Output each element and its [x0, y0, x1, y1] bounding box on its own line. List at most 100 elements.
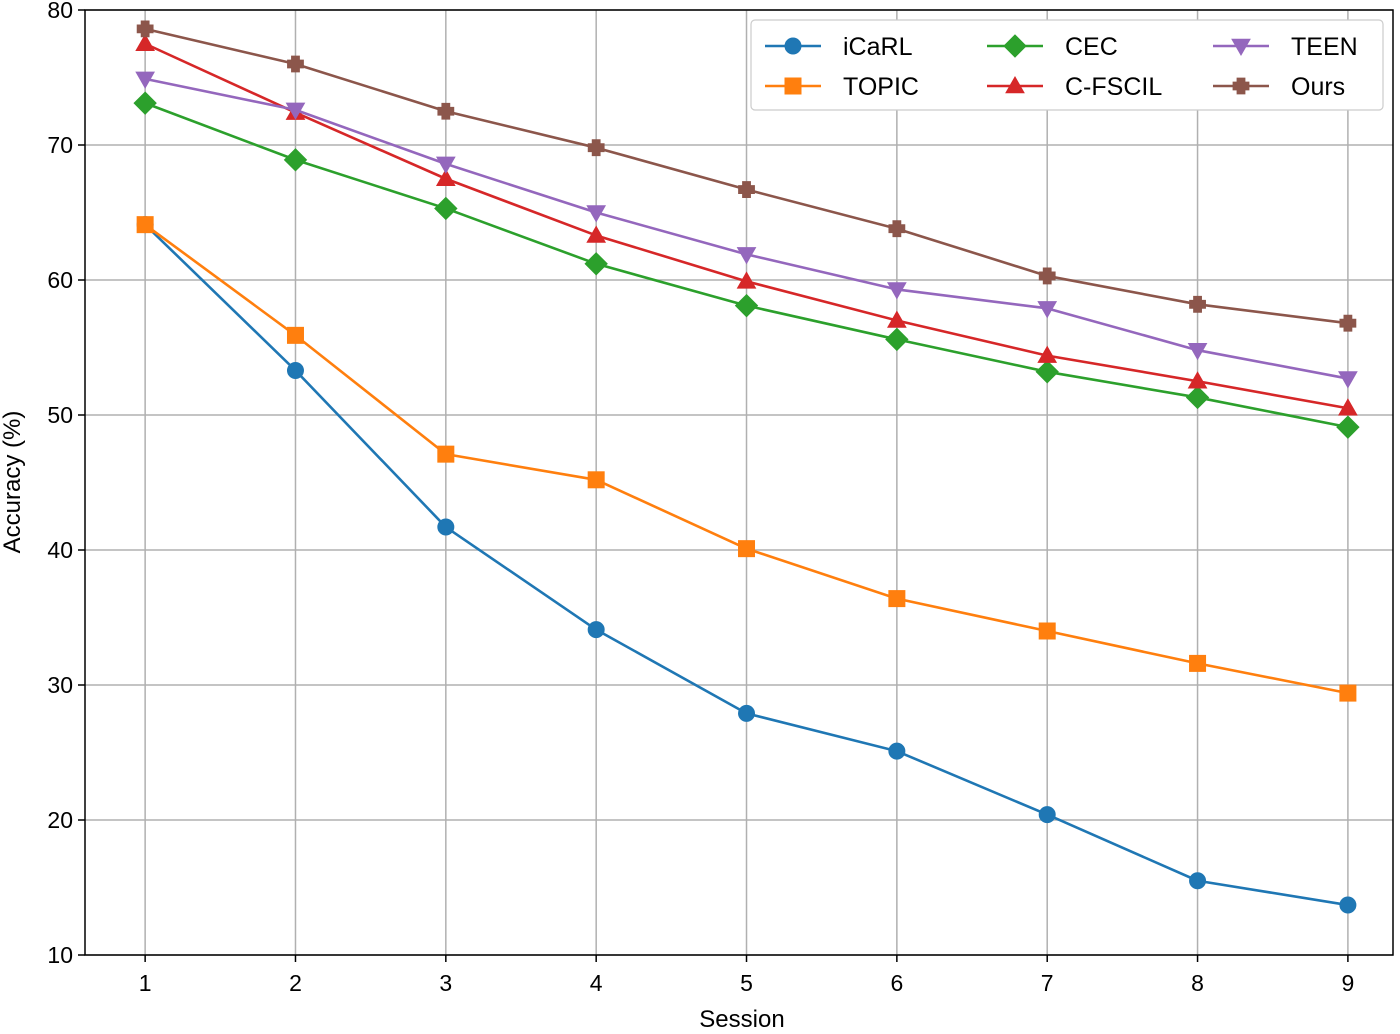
data-point	[736, 247, 757, 265]
data-point	[1037, 301, 1058, 319]
data-point	[133, 91, 157, 115]
data-point	[1338, 398, 1358, 416]
legend-marker	[1232, 77, 1250, 95]
x-tick-label: 9	[1341, 970, 1354, 996]
data-point	[1187, 371, 1208, 389]
legend: iCaRL TOPIC CEC C-FSCIL TEEN Ours	[750, 19, 1384, 111]
legend-label: iCaRL	[843, 33, 913, 61]
legend-entry: TOPIC	[765, 73, 919, 101]
axis-ticks: 1 2 3 4 5 6 7 8 9 10 20 30 40 50 60 70 80	[47, 0, 1354, 996]
x-tick-label: 3	[439, 970, 452, 996]
legend-label: TOPIC	[843, 73, 919, 101]
y-tick-label: 50	[47, 402, 73, 428]
x-tick-label: 1	[139, 970, 152, 996]
data-point	[1038, 267, 1056, 285]
data-point	[1038, 622, 1056, 640]
x-tick-label: 6	[890, 970, 903, 996]
data-point	[437, 518, 455, 536]
y-tick-label: 30	[47, 672, 73, 698]
y-tick-label: 60	[47, 267, 73, 293]
y-tick-label: 40	[47, 537, 73, 563]
data-point	[888, 590, 906, 608]
legend-entry: CEC	[987, 33, 1118, 61]
data-point	[587, 621, 605, 639]
data-point	[738, 540, 756, 558]
data-point	[587, 139, 605, 157]
legend-marker	[1003, 34, 1027, 58]
data-point	[887, 282, 907, 300]
data-point	[586, 205, 607, 223]
data-point	[887, 310, 907, 328]
data-point	[285, 102, 306, 120]
data-point	[587, 471, 605, 489]
data-point	[584, 252, 608, 276]
data-point	[437, 445, 455, 463]
data-point	[135, 33, 155, 51]
data-point	[1037, 345, 1058, 363]
data-point	[1336, 415, 1360, 439]
y-tick-label: 10	[47, 942, 73, 968]
y-tick-label: 80	[47, 0, 73, 23]
data-point	[437, 102, 455, 120]
data-point	[135, 71, 155, 89]
legend-label: CEC	[1065, 33, 1118, 61]
data-point	[1189, 295, 1206, 313]
data-point	[1189, 654, 1207, 672]
x-axis-label: Session	[699, 1006, 784, 1029]
grid-layer	[85, 9, 1393, 956]
data-point	[435, 156, 456, 174]
data-point	[286, 326, 304, 344]
legend-box	[750, 19, 1384, 111]
data-point	[1339, 314, 1357, 332]
legend-entry: Ours	[1213, 73, 1345, 101]
data-point	[286, 361, 304, 379]
data-point	[1038, 806, 1056, 824]
data-point	[738, 181, 755, 198]
data-point	[885, 327, 909, 352]
legend-entry: iCaRL	[765, 33, 913, 61]
legend-label: C-FSCIL	[1065, 73, 1162, 101]
data-point	[888, 220, 906, 238]
x-tick-label: 7	[1041, 970, 1054, 996]
data-point	[1187, 342, 1208, 361]
series-layer	[133, 20, 1360, 914]
legend-label: TEEN	[1291, 33, 1358, 61]
data-point	[888, 742, 906, 760]
x-tick-label: 5	[740, 970, 753, 996]
data-point	[1339, 896, 1357, 914]
legend-marker	[1231, 38, 1251, 57]
data-point	[435, 168, 456, 186]
x-tick-label: 2	[289, 970, 302, 996]
data-point	[1185, 385, 1210, 410]
data-point	[1338, 371, 1358, 389]
series-cec	[133, 91, 1360, 439]
data-point	[1035, 360, 1059, 384]
series-ours	[136, 20, 1357, 332]
data-point	[283, 148, 308, 172]
series-topic	[136, 216, 1357, 702]
data-point	[586, 225, 607, 243]
series-teen	[135, 71, 1358, 389]
legend-marker	[784, 77, 802, 95]
data-point	[434, 196, 458, 221]
y-tick-label: 70	[47, 132, 73, 158]
data-point	[1189, 872, 1207, 890]
data-point	[738, 704, 756, 722]
x-tick-label: 4	[590, 970, 603, 996]
legend-marker	[1005, 75, 1025, 94]
y-axis-label: Accuracy (%)	[0, 411, 26, 554]
data-point	[1339, 684, 1357, 702]
data-point	[136, 216, 154, 234]
legend-entry: TEEN	[1213, 33, 1358, 61]
y-tick-label: 20	[47, 807, 73, 833]
legend-entry: C-FSCIL	[987, 73, 1162, 101]
data-point	[734, 293, 759, 318]
legend-label: Ours	[1291, 73, 1345, 101]
legend-marker	[784, 37, 802, 55]
data-point	[287, 55, 304, 73]
plot-area	[84, 9, 1394, 956]
data-point	[136, 20, 154, 38]
x-tick-label: 8	[1191, 970, 1204, 996]
